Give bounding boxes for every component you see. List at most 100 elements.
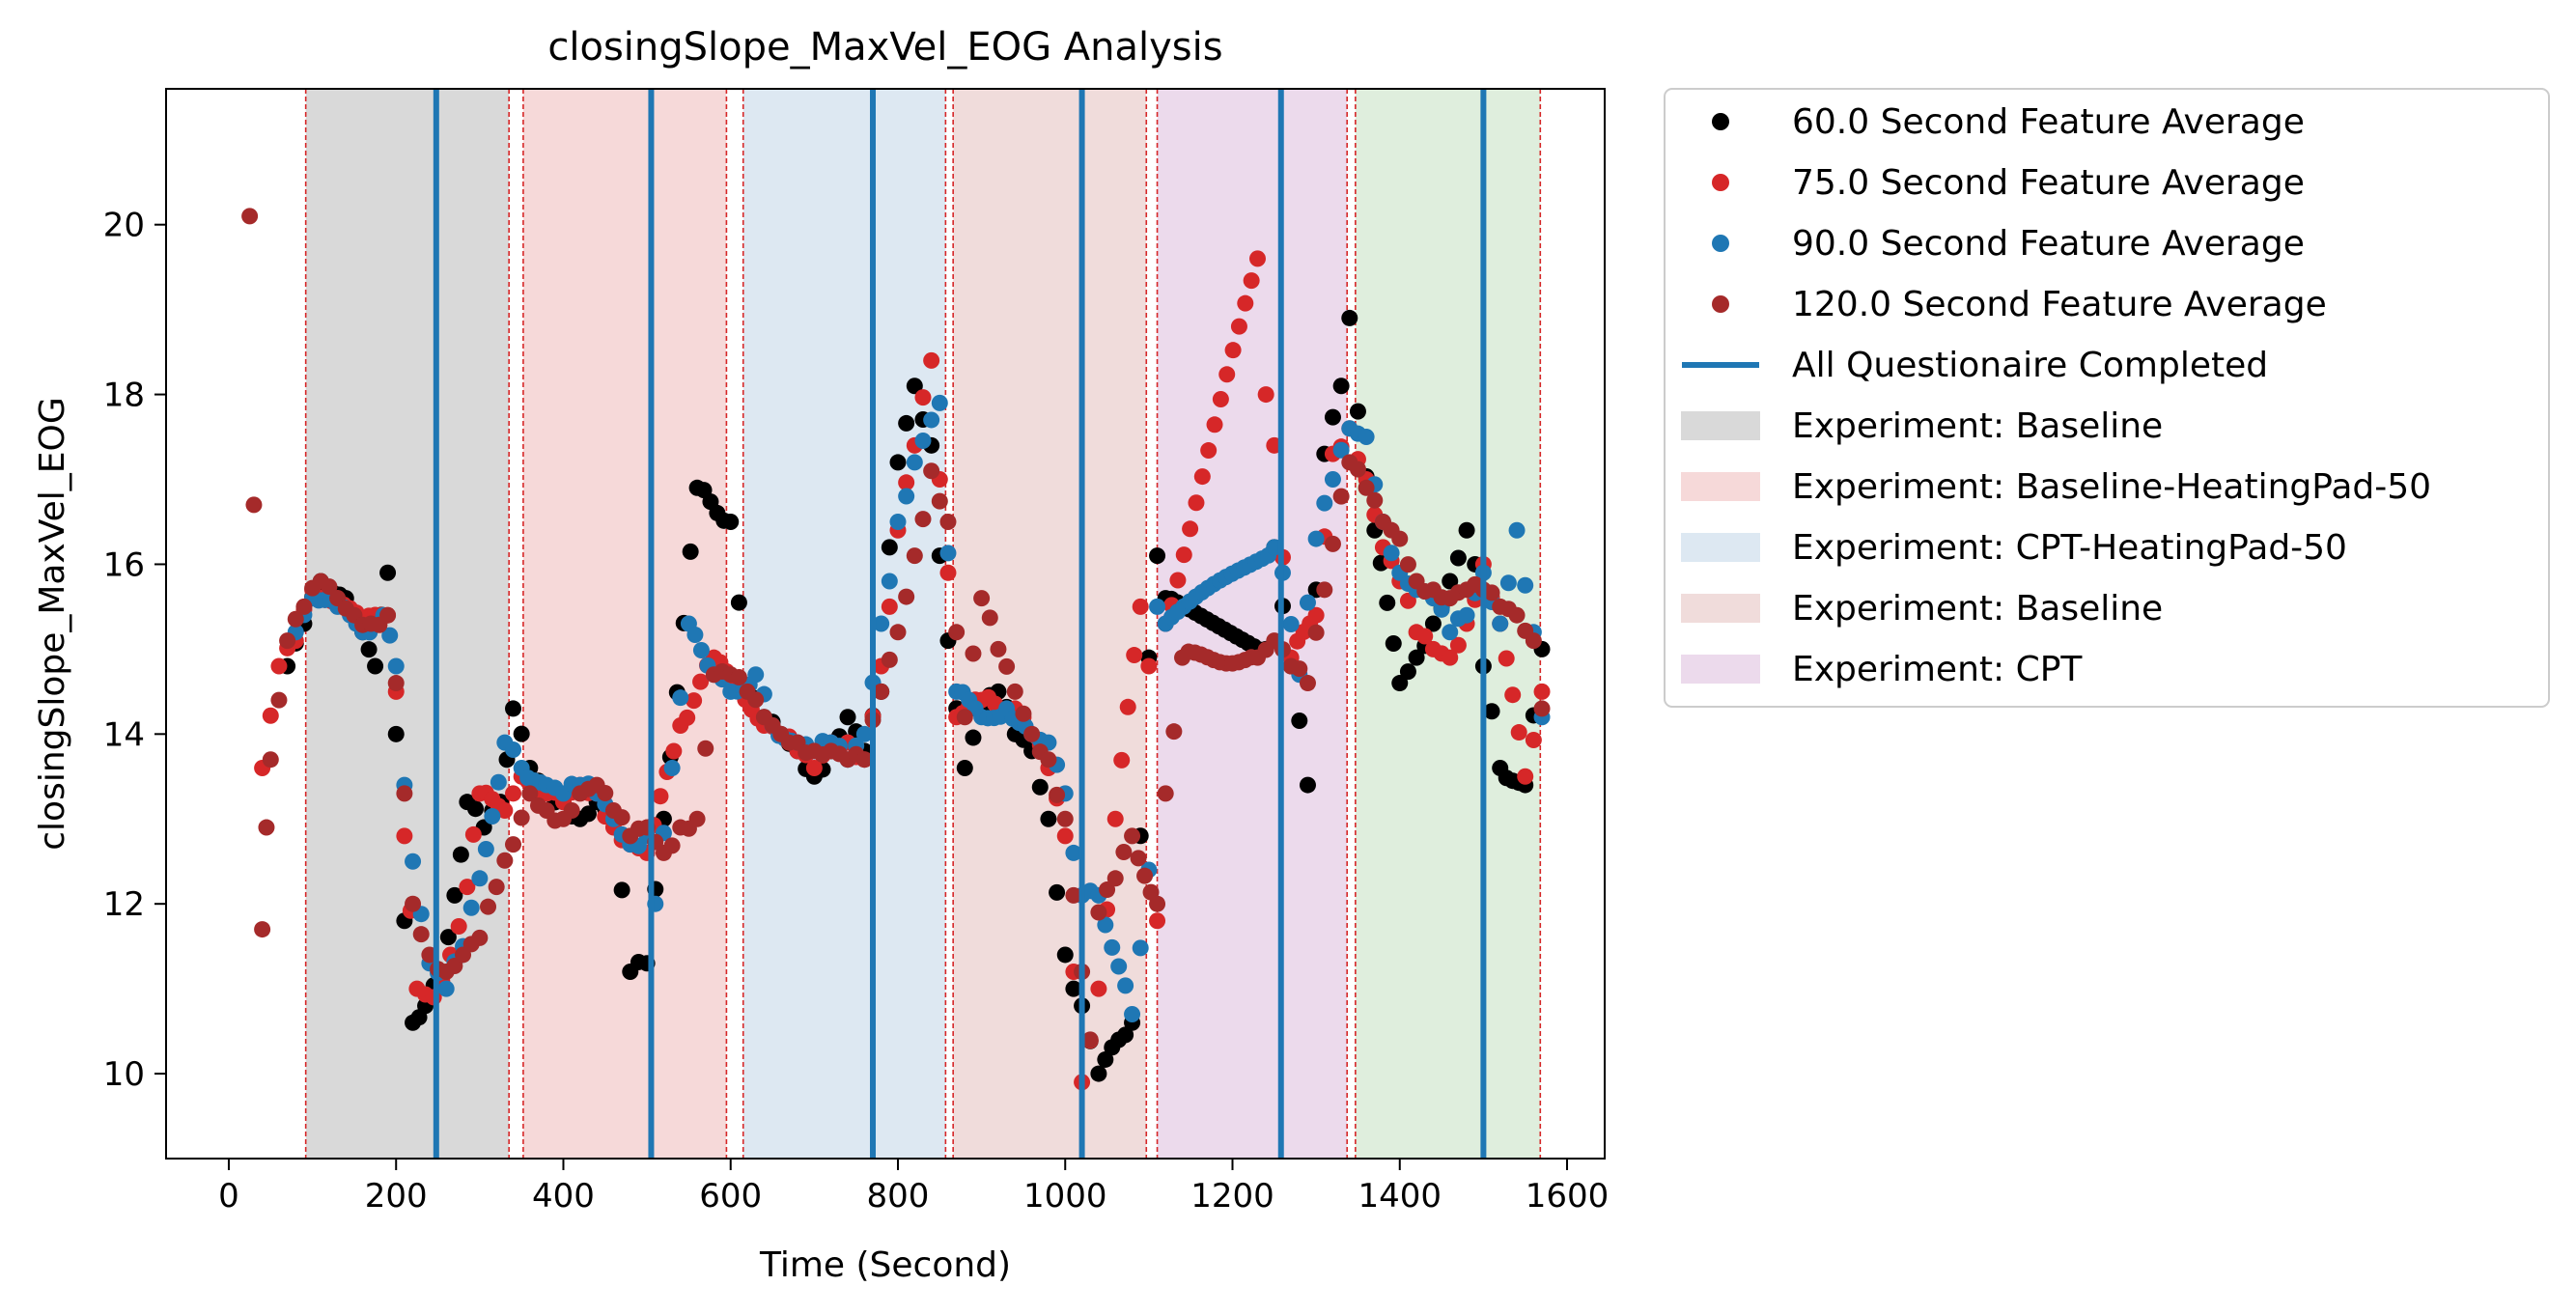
- data-point: [505, 836, 522, 853]
- legend-label: Experiment: Baseline: [1792, 589, 2163, 629]
- data-point: [1237, 294, 1254, 312]
- data-point: [956, 709, 973, 726]
- data-point: [270, 691, 288, 709]
- data-point: [956, 759, 973, 776]
- legend-label: Experiment: Baseline: [1792, 406, 2163, 446]
- legend-item-5: Experiment: Baseline: [1681, 406, 2163, 446]
- data-point: [480, 898, 497, 915]
- legend-item-4: All Questionaire Completed: [1682, 346, 2268, 385]
- data-point: [873, 683, 890, 700]
- data-point: [652, 788, 669, 805]
- legend-label: 60.0 Second Feature Average: [1792, 102, 2305, 142]
- data-point: [471, 870, 489, 887]
- data-point: [321, 578, 338, 596]
- data-point: [1243, 272, 1260, 290]
- data-point: [1165, 723, 1183, 741]
- data-point: [1106, 870, 1124, 887]
- data-point: [663, 759, 681, 776]
- data-points: [241, 208, 1551, 1091]
- data-point: [948, 624, 966, 641]
- legend-item-9: Experiment: CPT: [1681, 650, 2083, 689]
- data-point: [1200, 442, 1218, 460]
- data-point: [405, 853, 422, 870]
- legend-item-1: 75.0 Second Feature Average: [1712, 163, 2305, 203]
- data-point: [563, 801, 580, 819]
- data-point: [496, 801, 514, 819]
- x-tick-label: 0: [218, 1177, 239, 1216]
- data-point: [682, 543, 699, 560]
- data-point: [1090, 1065, 1107, 1082]
- data-point: [1132, 939, 1149, 957]
- data-point: [914, 511, 932, 528]
- data-point: [1182, 520, 1199, 538]
- data-point: [396, 785, 413, 802]
- data-point: [1332, 377, 1350, 395]
- data-point: [1065, 844, 1082, 861]
- data-point: [939, 564, 957, 581]
- data-point: [1416, 628, 1434, 645]
- data-point: [965, 729, 982, 746]
- data-point: [730, 594, 747, 611]
- data-point: [1533, 683, 1551, 700]
- data-point: [881, 598, 898, 615]
- data-point: [1282, 616, 1300, 633]
- data-point: [931, 394, 948, 411]
- data-point: [998, 657, 1016, 675]
- data-point: [490, 773, 507, 791]
- data-point: [1307, 530, 1325, 547]
- legend-swatch: [1681, 411, 1760, 440]
- x-tick-label: 1000: [1023, 1177, 1107, 1216]
- data-point: [898, 414, 915, 432]
- data-point: [1049, 883, 1066, 901]
- data-point: [1040, 751, 1057, 769]
- data-point: [1424, 615, 1442, 632]
- data-point: [579, 805, 597, 823]
- legend-marker: [1712, 235, 1729, 252]
- data-point: [889, 513, 907, 530]
- data-point: [1307, 624, 1325, 641]
- data-point: [405, 895, 422, 912]
- data-point: [1065, 886, 1082, 904]
- data-point: [1508, 521, 1526, 539]
- data-point: [1130, 850, 1147, 867]
- legend-swatch: [1681, 594, 1760, 623]
- legend-label: Experiment: Baseline-HeatingPad-50: [1792, 467, 2431, 507]
- data-point: [1149, 547, 1166, 565]
- legend-swatch: [1681, 655, 1760, 684]
- data-point: [1006, 683, 1023, 700]
- data-point: [1157, 785, 1174, 802]
- data-point: [1113, 751, 1131, 769]
- data-point: [1040, 810, 1057, 827]
- data-point: [258, 819, 275, 836]
- data-point: [981, 609, 998, 627]
- data-point: [990, 640, 1007, 657]
- data-point: [613, 809, 630, 826]
- data-point: [906, 377, 923, 395]
- data-point: [923, 462, 940, 480]
- data-point: [1324, 471, 1341, 489]
- data-point: [1358, 479, 1375, 496]
- data-point: [287, 610, 304, 628]
- data-point: [1110, 958, 1128, 975]
- experiment-region-0: [305, 89, 510, 1159]
- legend-label: 120.0 Second Feature Average: [1792, 285, 2327, 324]
- legend-label: Experiment: CPT-HeatingPad-50: [1792, 528, 2347, 568]
- data-point: [1212, 391, 1229, 408]
- data-point: [379, 606, 397, 624]
- legend-item-0: 60.0 Second Feature Average: [1712, 102, 2305, 142]
- data-point: [1299, 594, 1316, 611]
- data-point: [1332, 441, 1350, 459]
- data-point: [672, 689, 689, 707]
- data-point: [1206, 416, 1223, 433]
- data-point: [898, 488, 915, 505]
- data-point: [1299, 675, 1316, 692]
- data-point: [1106, 810, 1124, 827]
- data-point: [1169, 572, 1187, 589]
- data-point: [1090, 980, 1107, 997]
- data-point: [1291, 712, 1308, 729]
- data-point: [1149, 895, 1166, 912]
- data-point: [1056, 827, 1074, 845]
- y-axis-label: closingSlope_MaxVel_EOG: [33, 397, 72, 851]
- data-point: [1031, 778, 1049, 796]
- y-tick-label: 16: [103, 545, 145, 584]
